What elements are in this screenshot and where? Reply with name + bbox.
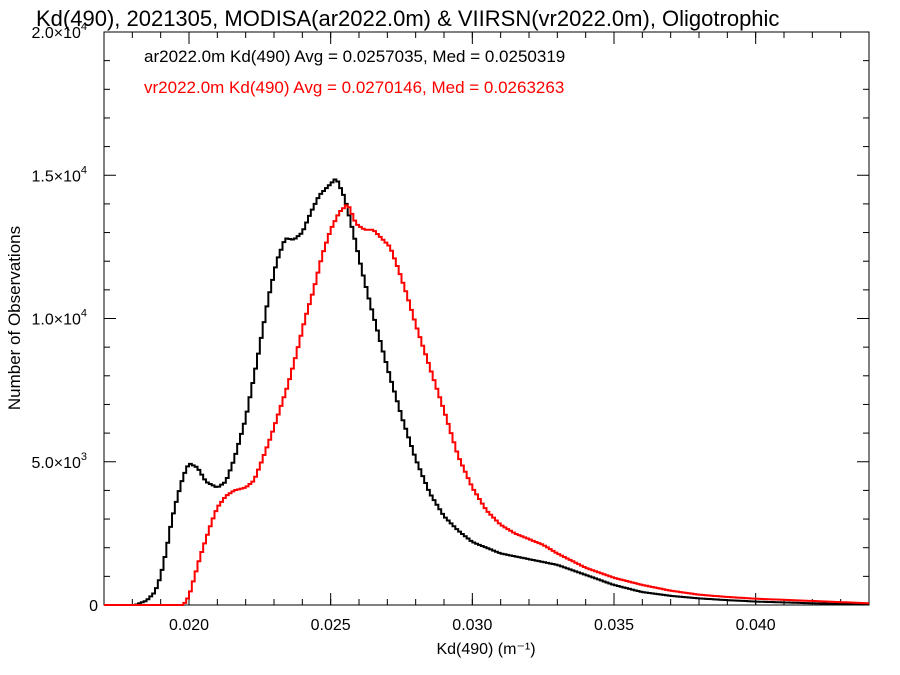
x-tick-label: 0.035: [594, 617, 634, 634]
legend-stats-ar2022: ar2022.0m Kd(490) Avg = 0.0257035, Med =…: [144, 47, 565, 66]
y-tick-exponent: 4: [81, 164, 87, 176]
legend-stats-vr2022: vr2022.0m Kd(490) Avg = 0.0270146, Med =…: [144, 78, 564, 97]
y-tick-label: 1.5×104: [31, 164, 87, 185]
y-tick-label: 5.0×103: [31, 451, 87, 472]
y-tick-label: 0: [89, 598, 98, 615]
x-tick-label: 0.040: [736, 617, 776, 634]
chart-title: Kd(490), 2021305, MODISA(ar2022.0m) & VI…: [36, 6, 779, 31]
x-tick-label: 0.030: [452, 617, 492, 634]
series-layer: [104, 178, 869, 606]
y-tick-exponent: 4: [81, 308, 87, 320]
x-axis-title: Kd(490) (m⁻¹): [436, 641, 535, 658]
y-tick-mantissa: 2.0×10: [31, 25, 80, 42]
y-tick-mantissa: 1.5×10: [31, 168, 80, 185]
y-tick-exponent: 4: [81, 21, 87, 33]
y-tick-label: 2.0×104: [31, 21, 87, 42]
y-tick-mantissa: 5.0×10: [31, 455, 80, 472]
y-tick-mantissa: 1.0×10: [31, 312, 80, 329]
y-axis-title: Number of Observations: [5, 226, 24, 410]
y-tick-label: 1.0×104: [31, 308, 87, 329]
y-tick-exponent: 3: [81, 451, 87, 463]
y-tick-mantissa: 0: [89, 598, 98, 615]
series-line-ar2022.0m: [104, 178, 869, 606]
plot-frame: [103, 31, 870, 606]
x-tick-label: 0.025: [311, 617, 351, 634]
x-axis: 0.020 0.025 0.030 0.035 0.040: [103, 32, 870, 634]
series-line-vr2022.0m: [104, 204, 869, 606]
x-tick-label: 0.020: [169, 617, 209, 634]
